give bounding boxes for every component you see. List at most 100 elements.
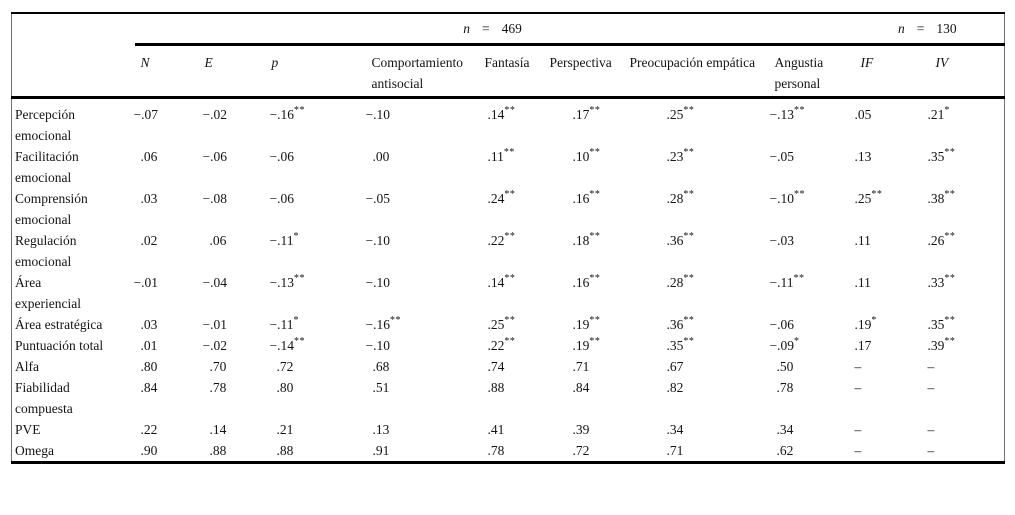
value-cell: −.13** xyxy=(269,273,305,291)
value-cell: .10** xyxy=(572,147,601,165)
value-cell: .71 xyxy=(666,443,684,458)
value-cell: .38** xyxy=(927,189,956,207)
value-cell: −.14** xyxy=(269,336,305,354)
value-cell: .78 xyxy=(209,380,227,395)
significance-marker: ** xyxy=(294,105,305,116)
value-cell: −.10 xyxy=(365,107,391,122)
row-label: Alfa xyxy=(15,359,39,374)
significance-marker: ** xyxy=(794,189,805,200)
table-row: Comprensión emocional .03 −.08 −.06 −.05 .24*… xyxy=(12,188,1005,230)
value-cell: −.01 xyxy=(133,275,159,290)
significance-marker: ** xyxy=(589,273,601,284)
significance-marker: ** xyxy=(589,336,601,347)
value-cell: .84 xyxy=(140,380,158,395)
significance-marker: ** xyxy=(871,189,883,200)
significance-marker: ** xyxy=(683,231,695,242)
significance-marker: ** xyxy=(944,189,956,200)
value-cell: .88 xyxy=(487,380,505,395)
value-cell: −.03 xyxy=(769,233,795,248)
table-row: Fiabilidad compuesta .84 .78 .80 .51 .88 .84 .8… xyxy=(12,377,1005,419)
value-cell: −.13** xyxy=(769,105,805,123)
table-row: Omega .90 .88 .88 .91 .78 .72 .71 .62 – – xyxy=(12,440,1005,463)
value-cell: .78 xyxy=(776,380,794,395)
col-header-N: N xyxy=(134,44,199,99)
row-label: Área estratégica xyxy=(15,317,103,332)
value-cell: .80 xyxy=(140,359,158,374)
value-cell: .41 xyxy=(487,422,505,437)
significance-marker: ** xyxy=(793,273,805,284)
col-header-preocupacion-empatica: Preocupación empática xyxy=(627,44,768,99)
value-cell: .28** xyxy=(666,189,695,207)
value-cell: – xyxy=(854,359,862,374)
table-row: Regulación emocional .02 .06 −.11* −.10 .22**… xyxy=(12,230,1005,272)
table-row: Puntuación total .01 −.02 −.14** −.10 .22** .1… xyxy=(12,335,1005,356)
value-cell: −.10** xyxy=(769,189,805,207)
significance-marker: ** xyxy=(794,105,805,116)
col-header-IF: IF xyxy=(850,44,923,99)
value-cell: .03 xyxy=(140,191,158,206)
value-cell: .50 xyxy=(776,359,794,374)
table-body: Percepción emocional −.07 −.02 −.16** −.10 .1… xyxy=(12,98,1005,463)
value-cell: .21 xyxy=(276,422,294,437)
significance-marker: ** xyxy=(503,147,515,158)
significance-marker: ** xyxy=(294,273,305,284)
significance-marker: * xyxy=(871,315,877,326)
significance-marker: ** xyxy=(944,336,956,347)
row-label: Fiabilidad compuesta xyxy=(15,380,73,416)
significance-marker: * xyxy=(293,315,299,326)
value-cell: .05 xyxy=(854,107,872,122)
significance-marker: ** xyxy=(504,273,516,284)
value-cell: .34 xyxy=(666,422,684,437)
col-header-angustia-personal: Angustia personal xyxy=(767,44,851,99)
table-row: Área experiencial −.01 −.04 −.13** −.10 .14**… xyxy=(12,272,1005,314)
value-cell: .13 xyxy=(372,422,390,437)
value-cell: −.16** xyxy=(269,105,305,123)
value-cell: – xyxy=(927,359,935,374)
row-label: PVE xyxy=(15,422,41,437)
value-cell: .91 xyxy=(372,443,390,458)
value-cell: .35** xyxy=(927,147,956,165)
row-label: Omega xyxy=(15,443,54,458)
value-cell: .03 xyxy=(140,317,158,332)
correlation-table: n = 469 n = 130 N E p Comportamiento antisoc… xyxy=(11,12,1005,464)
col-header-E: E xyxy=(198,44,268,99)
significance-marker: ** xyxy=(589,105,601,116)
value-cell: .21* xyxy=(927,105,950,123)
significance-marker: ** xyxy=(589,231,601,242)
value-cell: −.06 xyxy=(269,191,295,206)
n130-value: 130 xyxy=(936,20,957,36)
value-cell: −.09* xyxy=(769,336,800,354)
value-cell: −.02 xyxy=(202,338,228,353)
value-cell: −.04 xyxy=(202,275,228,290)
significance-marker: ** xyxy=(504,231,516,242)
significance-marker: * xyxy=(293,231,299,242)
value-cell: .22** xyxy=(487,231,516,249)
value-cell: .16** xyxy=(572,189,601,207)
significance-marker: ** xyxy=(589,315,601,326)
n130-spanner: n = 130 xyxy=(850,13,1005,46)
value-cell: −.11* xyxy=(269,315,299,333)
row-label: Comprensión emocional xyxy=(15,191,88,227)
value-cell: .71 xyxy=(572,359,590,374)
significance-marker: ** xyxy=(683,315,695,326)
row-label: Área experiencial xyxy=(15,275,81,311)
value-cell: .11 xyxy=(854,275,871,290)
n469-value: 469 xyxy=(501,20,522,36)
value-cell: .34 xyxy=(776,422,794,437)
equals-sign: = xyxy=(481,20,490,36)
significance-marker: ** xyxy=(683,336,695,347)
n-symbol: n xyxy=(463,20,470,36)
table-row: Percepción emocional −.07 −.02 −.16** −.10 .1… xyxy=(12,98,1005,147)
sample-size-row: n = 469 n = 130 xyxy=(12,13,1005,46)
col-header-fantasia: Fantasía xyxy=(481,44,548,99)
table-row: Facilitación emocional .06 −.06 −.06 .00 .11*… xyxy=(12,146,1005,188)
value-cell: −.01 xyxy=(202,317,228,332)
significance-marker: ** xyxy=(944,273,956,284)
value-cell: −.02 xyxy=(202,107,228,122)
value-cell: .18** xyxy=(572,231,601,249)
row-label: Facilitación emocional xyxy=(15,149,79,185)
value-cell: .36** xyxy=(666,231,695,249)
value-cell: .06 xyxy=(209,233,227,248)
value-cell: −.10 xyxy=(365,275,391,290)
value-cell: −.06 xyxy=(269,149,295,164)
